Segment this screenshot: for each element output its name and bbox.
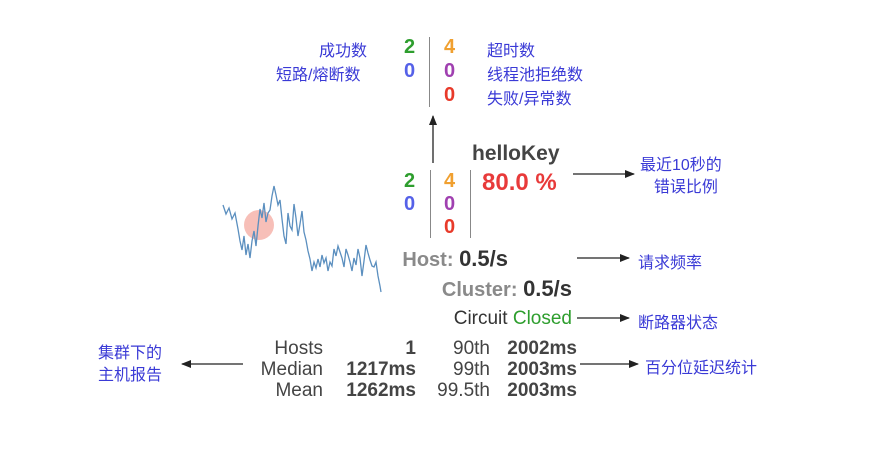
circuit-short-circuit-count: 0 (404, 193, 416, 215)
circuit-status-value: Closed (512, 308, 572, 329)
mean-label: Mean (275, 380, 323, 401)
annotation-percentile: 百分位延迟统计 (645, 360, 758, 377)
error-percentage: 80.0 % (482, 169, 557, 196)
annotation-breaker-state: 断路器状态 (638, 315, 719, 332)
stats-row-mean: Mean 1262ms 99.5th 2003ms (230, 380, 580, 401)
legend-success-label: 成功数 (319, 43, 368, 60)
hosts-value: 1 (405, 338, 416, 359)
circuit-label: Circuit (453, 308, 508, 329)
host-label: Host: (402, 249, 454, 271)
circuit-divider-1 (430, 170, 431, 238)
circuit-name: helloKey (472, 142, 560, 165)
legend-timeout-count: 4 (444, 36, 456, 58)
traffic-sparkline (222, 185, 382, 293)
annotation-error-ratio-line2: 错误比例 (653, 179, 718, 196)
annotation-cluster-report-line1: 集群下的 (98, 345, 163, 362)
circuit-failure-count: 0 (444, 216, 456, 238)
annotation-error-ratio: 最近10秒的 错误比例 (640, 155, 722, 199)
p995-value: 2003ms (507, 380, 577, 401)
circuit-timeout-count: 4 (444, 170, 456, 192)
legend-failure-label: 失败/异常数 (487, 91, 572, 108)
host-rate-row: Host: 0.5/s (402, 246, 508, 272)
legend-threadpool-reject-label: 线程池拒绝数 (487, 67, 584, 84)
annotation-request-rate: 请求频率 (638, 255, 703, 272)
annotation-error-ratio-line1: 最近10秒的 (640, 157, 722, 174)
stats-row-hosts: Hosts 1 90th 2002ms (230, 338, 580, 359)
legend-timeout-label: 超时数 (487, 43, 536, 60)
hosts-label: Hosts (274, 338, 323, 359)
stats-table: Hosts 1 90th 2002ms Median 1217ms 99th 2… (230, 338, 580, 401)
legend-short-circuit-label: 短路/熔断数 (276, 67, 361, 84)
circuit-threadpool-reject-count: 0 (444, 193, 456, 215)
legend-divider (429, 37, 430, 107)
legend-short-circuit-count: 0 (404, 60, 416, 82)
circuit-success-count: 2 (404, 170, 416, 192)
host-rate-value: 0.5/s (459, 246, 508, 271)
legend-threadpool-reject-count: 0 (444, 60, 456, 82)
mean-value: 1262ms (346, 380, 416, 401)
circuit-status-row: Circuit Closed (454, 308, 572, 330)
annotation-cluster-report-line2: 主机报告 (98, 367, 163, 384)
p995-label: 99.5th (437, 380, 490, 401)
cluster-rate-value: 0.5/s (523, 276, 572, 301)
legend-failure-count: 0 (444, 84, 456, 106)
cluster-label: Cluster: (441, 279, 518, 301)
legend-success-count: 2 (404, 36, 416, 58)
p90-value: 2002ms (507, 338, 577, 359)
stats-row-median: Median 1217ms 99th 2003ms (230, 359, 580, 380)
annotation-cluster-report: 集群下的 主机报告 (98, 343, 162, 387)
p99-value: 2003ms (507, 359, 577, 380)
p99-label: 99th (453, 359, 490, 380)
p90-label: 90th (453, 338, 490, 359)
circuit-divider-2 (470, 170, 471, 238)
cluster-rate-row: Cluster: 0.5/s (442, 276, 572, 302)
median-label: Median (260, 359, 323, 380)
median-value: 1217ms (346, 359, 416, 380)
